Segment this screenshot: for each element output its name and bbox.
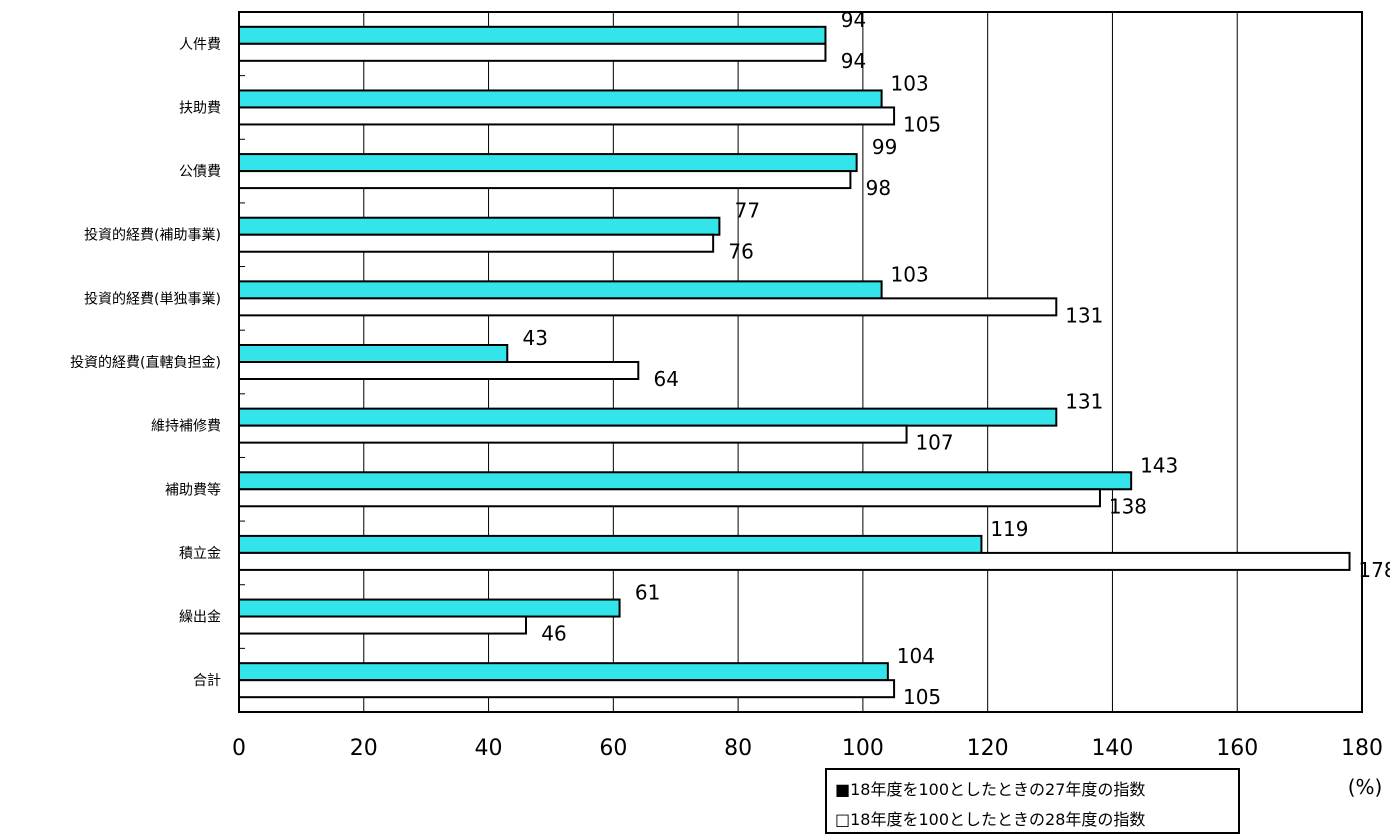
- bar-27: [238, 25, 827, 45]
- legend-item-28: □18年度を100としたときの28年度の指数: [835, 804, 1145, 832]
- bar-28: [238, 106, 896, 126]
- legend: ■18年度を100としたときの27年度の指数 □18年度を100としたときの28…: [825, 768, 1240, 834]
- bar-27: [238, 598, 621, 618]
- value-label-27: 143: [1140, 453, 1178, 477]
- category-label: 人件費: [179, 37, 221, 53]
- bar-28: [238, 488, 1101, 508]
- bar-27: [238, 89, 883, 109]
- value-label-27: 61: [635, 581, 660, 605]
- bar-28: [238, 42, 827, 62]
- x-tick-labels: 0 20 40 60 80 100 120 140 160 180: [232, 736, 1383, 761]
- value-label-27: 94: [841, 8, 866, 32]
- value-label-27: 77: [735, 199, 760, 223]
- value-label-28: 178: [1358, 558, 1390, 582]
- value-label-27: 131: [1065, 390, 1103, 414]
- category-label: 投資的経費(単独事業): [84, 291, 221, 307]
- value-label-28: 98: [866, 176, 891, 200]
- x-tick-label: 80: [724, 736, 752, 761]
- bar-27: [238, 216, 721, 236]
- value-label-28: 46: [541, 622, 566, 646]
- axes-group: [238, 11, 1363, 713]
- x-tick-label: 180: [1341, 736, 1383, 761]
- bar-27: [238, 153, 858, 173]
- legend-text-27: ■18年度を100としたときの27年度の指数: [835, 780, 1146, 799]
- category-label: 投資的経費(直轄負担金): [70, 354, 221, 371]
- x-tick-label: 40: [475, 736, 503, 761]
- bar-28: [238, 297, 1058, 317]
- bar-27: [238, 280, 883, 300]
- plot-frame: [238, 11, 1363, 713]
- bars-group: [238, 25, 1351, 699]
- value-label-28: 107: [915, 431, 953, 455]
- category-label: 維持補修費: [151, 419, 221, 435]
- value-label-27: 103: [891, 71, 929, 95]
- category-label: 補助費等: [165, 481, 221, 498]
- bar-27: [238, 534, 983, 554]
- legend-text-28: □18年度を100としたときの28年度の指数: [835, 810, 1146, 829]
- x-tick-label: 100: [842, 736, 884, 761]
- bar-27: [238, 344, 509, 363]
- value-label-27: 119: [990, 517, 1028, 541]
- value-label-27: 43: [523, 326, 548, 350]
- bar-28: [238, 233, 715, 253]
- value-label-28: 105: [903, 112, 941, 136]
- unit-label: (%): [1348, 775, 1383, 799]
- bar-28: [238, 615, 527, 635]
- bar-28: [238, 170, 852, 190]
- x-tick-label: 140: [1091, 736, 1133, 761]
- value-label-28: 94: [841, 49, 866, 73]
- bar-28: [238, 424, 908, 444]
- x-tick-label: 120: [967, 736, 1009, 761]
- x-tick-label: 60: [599, 736, 627, 761]
- value-label-28: 105: [903, 685, 941, 709]
- bar-27: [238, 471, 1133, 491]
- x-tick-label: 20: [350, 736, 378, 761]
- value-label-28: 64: [654, 367, 679, 391]
- bar-28: [238, 551, 1351, 571]
- value-label-28: 76: [728, 240, 753, 264]
- value-labels: 9494103105999877761031314364131107143138…: [523, 8, 1390, 709]
- bar-28: [238, 679, 896, 699]
- bar-27: [238, 662, 889, 682]
- value-label-27: 104: [897, 644, 935, 668]
- category-label: 繰出金: [179, 610, 221, 626]
- x-tick-label: 0: [232, 736, 246, 761]
- category-label: 投資的経費(補助事業): [84, 228, 221, 244]
- category-label: 公債費: [179, 164, 221, 180]
- bar-28: [238, 361, 640, 380]
- value-label-27: 103: [891, 262, 929, 286]
- value-label-28: 131: [1065, 303, 1103, 327]
- category-label: 扶助費: [179, 100, 221, 116]
- value-label-28: 138: [1109, 494, 1147, 518]
- bar-27: [238, 407, 1058, 427]
- category-label: 積立金: [179, 546, 221, 562]
- legend-item-27: ■18年度を100としたときの27年度の指数: [835, 774, 1145, 802]
- category-label: 合計: [193, 673, 221, 689]
- x-tick-label: 160: [1216, 736, 1258, 761]
- value-label-27: 99: [872, 135, 897, 159]
